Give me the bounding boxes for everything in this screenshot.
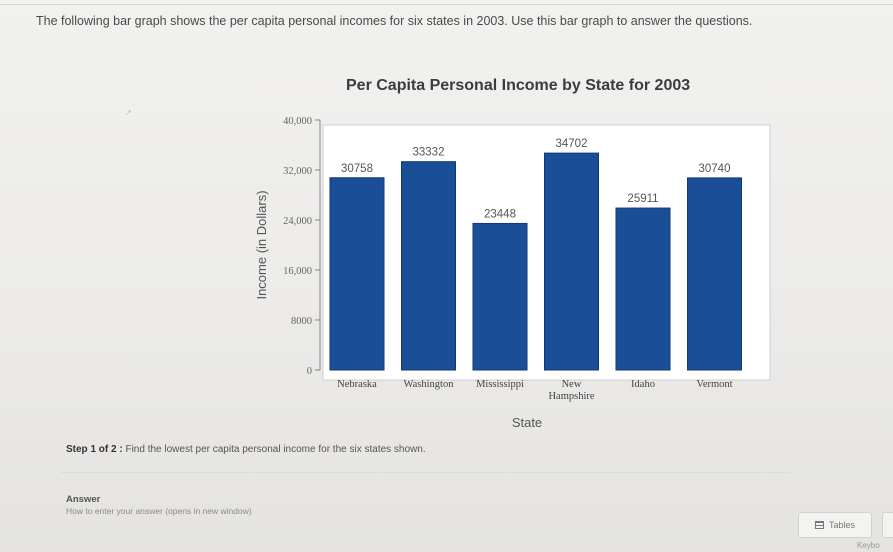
data-label-bg: [548, 136, 595, 150]
x-tick-label: Mississippi: [476, 379, 524, 390]
data-label-bg: [334, 160, 380, 174]
section-divider: [60, 472, 790, 473]
x-tick-label: Washington: [404, 379, 455, 390]
data-label: 25911: [627, 193, 658, 205]
bar-nebraska: [329, 177, 385, 371]
data-label-bg: [691, 160, 738, 174]
tables-button[interactable]: Tables: [798, 512, 872, 538]
data-label: 30740: [699, 163, 731, 175]
data-label: 30758: [341, 163, 373, 175]
step-text: Find the lowest per capita personal inco…: [125, 444, 426, 455]
y-tick-label: 24,000: [283, 216, 312, 227]
bar-vermont: [687, 177, 742, 371]
top-divider: [0, 4, 893, 5]
data-label-bg: [620, 191, 666, 205]
data-label: 23448: [484, 208, 516, 220]
data-label: 33332: [413, 147, 445, 159]
data-label: 34702: [556, 138, 588, 150]
side-button[interactable]: [882, 512, 893, 538]
tables-button-label: Tables: [828, 520, 855, 530]
y-tick-label: 8000: [291, 316, 312, 327]
y-axis-label: Income (in Dollars): [254, 190, 269, 299]
cursor-arrow-icon: ↗: [125, 108, 132, 117]
x-tick-label: Hampshire: [548, 391, 594, 402]
answer-label: Answer: [66, 494, 101, 505]
question-text: The following bar graph shows the per ca…: [36, 14, 753, 28]
bar-new-hampshire: [544, 152, 599, 371]
y-tick-label: 32,000: [283, 166, 312, 177]
x-tick-label: Nebraska: [337, 379, 377, 390]
x-axis-label: State: [512, 415, 542, 430]
bar-chart: 0 8000 16,000 24,000 32,000 40,000 Income (in …: [254, 116, 771, 430]
x-tick-label: New: [562, 379, 582, 390]
bar-mississippi: [472, 222, 528, 371]
bar-washington: [401, 161, 456, 371]
step-label: Step 1 of 2 :: [66, 444, 123, 455]
y-tick-label: 0: [307, 366, 312, 377]
table-icon: [814, 521, 824, 529]
step-instruction: Step 1 of 2 : Find the lowest per capita…: [66, 444, 426, 455]
chart-title: Per Capita Personal Income by State for …: [346, 77, 691, 94]
data-label-bg: [477, 206, 523, 220]
answer-help-link[interactable]: How to enter your answer (opens in new w…: [66, 506, 252, 516]
y-tick-label: 40,000: [283, 116, 312, 127]
keyboard-link[interactable]: Keybo: [857, 541, 880, 550]
bar-idaho: [615, 207, 671, 371]
x-tick-label: Idaho: [631, 379, 655, 390]
data-label-bg: [405, 144, 452, 158]
x-tick-label: Vermont: [696, 379, 732, 390]
y-tick-label: 16,000: [283, 266, 312, 277]
